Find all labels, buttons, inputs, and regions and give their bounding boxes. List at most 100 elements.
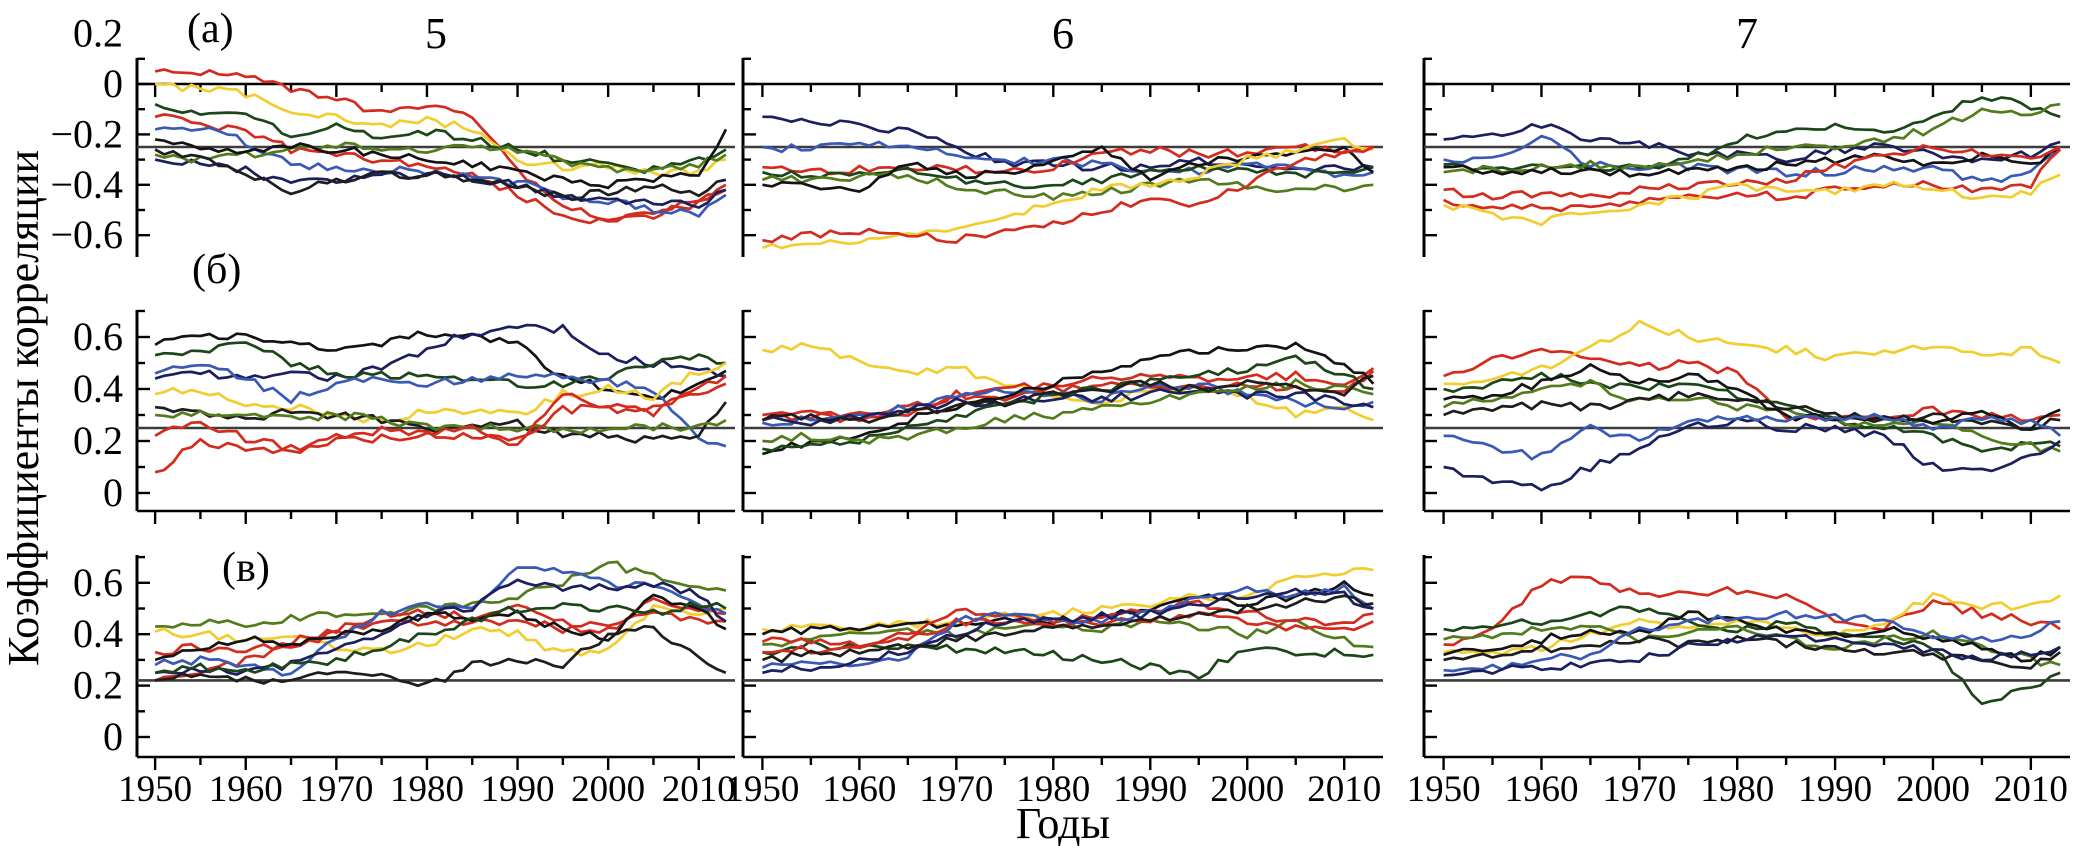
x-tick-label: 1970: [1602, 769, 1676, 810]
series-line-black-2: [1443, 634, 2061, 670]
series-line-olive-green: [1442, 378, 2061, 454]
series-line-red-2: [762, 610, 1374, 655]
series-line-navy: [154, 158, 727, 210]
x-tick-label: 2010: [1994, 769, 2068, 810]
series-line-black-2: [761, 374, 1374, 424]
series-line-dark-green: [154, 600, 727, 675]
series-line-black-2: [154, 624, 727, 688]
series-line-red-2: [762, 145, 1374, 244]
column-header-6: 6: [1052, 9, 1074, 58]
panel-b-5: 0.6 0.4 0.2 0: [73, 309, 735, 524]
x-tick-label: 1960: [209, 769, 283, 810]
series-line-navy: [1443, 633, 2061, 677]
x-tick-label: 1960: [1504, 769, 1578, 810]
x-tick-label: 2000: [1896, 769, 1970, 810]
y-tick-label: 0.6: [73, 560, 123, 605]
series-line-dark-green: [1443, 605, 2061, 706]
series-line-blue: [1443, 412, 2062, 461]
x-tick-label: 1960: [822, 769, 896, 810]
series-line-navy: [154, 578, 727, 677]
x-tick-label: 1980: [1016, 769, 1090, 810]
series-line-black-1: [154, 128, 728, 190]
panel-v-5: 0.6 0.4 0.2 0 1950 1960 1970 1980 1990 2000 2010: [73, 555, 736, 810]
row-label-3: (в): [222, 545, 270, 591]
panel-a-5: 0.2 0 −0.2 −0.4 −0.6: [50, 11, 735, 257]
series-line-yellow: [761, 136, 1374, 250]
series-line-red-1: [1443, 144, 2061, 201]
y-tick-label: 0: [103, 61, 123, 106]
series-group: [761, 341, 1375, 456]
series-line-yellow: [154, 361, 727, 424]
series-line-black-1: [154, 330, 727, 400]
panel-a-6: [741, 57, 1383, 257]
series-line-blue: [1443, 134, 2061, 184]
series-group: [154, 68, 728, 225]
x-tick-label: 1950: [1407, 769, 1481, 810]
series-line-blue: [1443, 609, 2061, 673]
row-label-1: (а): [187, 6, 234, 52]
series-line-black-1: [154, 593, 727, 662]
y-tick-label: 0: [103, 714, 123, 759]
y-tick-label: −0.6: [50, 212, 123, 257]
series-line-black-2: [761, 594, 1374, 664]
y-tick-label: 0.2: [73, 11, 123, 56]
x-tick-label: 1990: [481, 769, 555, 810]
column-header-5: 5: [425, 9, 447, 58]
series-line-red-1: [1443, 575, 2061, 647]
series-line-blue: [762, 140, 1374, 179]
column-header-7: 7: [1736, 9, 1758, 58]
x-tick-label: 2000: [1210, 769, 1284, 810]
series-line-yellow: [762, 341, 1374, 422]
series-line-olive-green: [154, 141, 727, 174]
series-line-red-2: [154, 113, 727, 225]
series-line-black-1: [1443, 362, 2061, 431]
x-tick-label: 1980: [1700, 769, 1774, 810]
series-line-olive-green: [1443, 102, 2061, 175]
x-axis-title: Годы: [1016, 799, 1110, 846]
x-tick-label: 1990: [1113, 769, 1187, 810]
y-tick-label: 0.4: [73, 366, 123, 411]
series-group: [761, 115, 1375, 250]
series-line-blue: [154, 566, 727, 677]
series-line-black-1: [1443, 610, 2062, 663]
series-line-red-1: [1443, 347, 2061, 423]
y-tick-label: 0: [103, 470, 123, 515]
y-tick-label: −0.2: [50, 111, 123, 156]
series-line-navy: [762, 587, 1374, 675]
series-line-yellow: [1443, 319, 2061, 386]
x-tick-label: 1980: [390, 769, 464, 810]
series-line-dark-green: [154, 341, 726, 390]
series-line-red-2: [154, 374, 727, 474]
y-tick-label: 0.4: [73, 611, 123, 656]
series-line-black-1: [1443, 148, 2061, 178]
x-tick-label: 2010: [662, 769, 736, 810]
y-tick-label: 0.2: [73, 418, 123, 463]
series-line-black-1: [762, 341, 1375, 456]
series-group: [1443, 575, 2062, 706]
series-group: [761, 567, 1375, 680]
y-tick-label: 0.6: [73, 314, 123, 359]
series-line-navy: [1443, 122, 2061, 164]
series-line-red-1: [762, 142, 1374, 176]
row-label-2: (б): [192, 247, 241, 293]
panel-a-7: [1422, 57, 2070, 257]
x-tick-label: 1950: [725, 769, 799, 810]
series-line-red-1: [154, 382, 727, 452]
series-line-red-1: [154, 68, 727, 222]
y-tick-label: 0.2: [73, 663, 123, 708]
series-group: [1442, 319, 2062, 492]
series-line-red-2: [1442, 148, 2062, 213]
series-line-yellow: [1443, 173, 2061, 227]
series-line-navy: [154, 323, 727, 383]
panel-b-6: [741, 309, 1383, 524]
series-line-olive-green: [154, 409, 727, 435]
series-line-black-2: [1443, 390, 2061, 432]
panel-v-6: 1950 1960 1970 1980 1990 2000 2010: [725, 555, 1383, 810]
series-line-navy: [1443, 416, 2061, 492]
series-line-navy: [761, 386, 1374, 427]
x-tick-label: 2000: [571, 769, 645, 810]
series-group: [154, 560, 727, 688]
series-line-olive-green: [761, 171, 1374, 202]
series-line-blue: [154, 363, 727, 448]
